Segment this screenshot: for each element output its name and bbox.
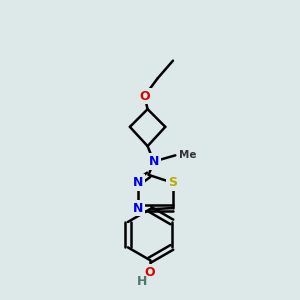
- Text: N: N: [133, 176, 143, 189]
- Text: S: S: [168, 176, 177, 189]
- Text: Me: Me: [179, 150, 197, 160]
- Text: N: N: [148, 155, 159, 168]
- Text: O: O: [139, 90, 150, 103]
- Text: N: N: [133, 202, 143, 214]
- Text: H: H: [137, 275, 147, 288]
- Text: O: O: [145, 266, 155, 279]
